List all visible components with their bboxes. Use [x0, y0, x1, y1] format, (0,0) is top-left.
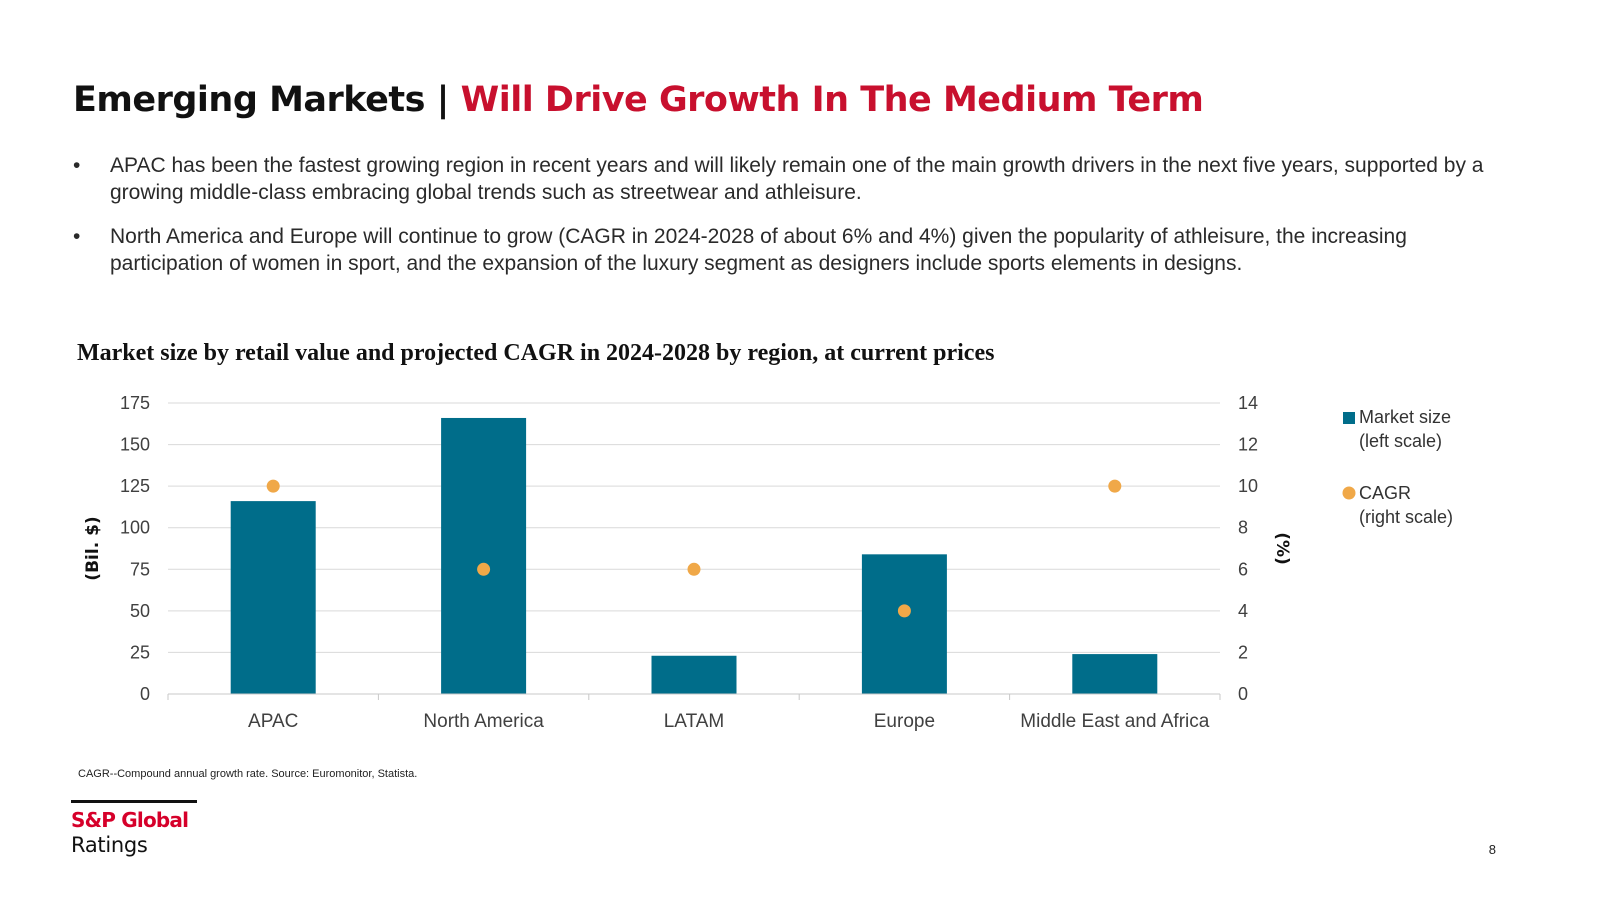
- legend-label-cagr: CAGR: [1359, 483, 1411, 503]
- category-label: APAC: [248, 711, 298, 732]
- title-accent: Will Drive Growth In The Medium Term: [460, 80, 1204, 120]
- right-tick-label: 6: [1238, 559, 1248, 579]
- left-tick-label: 175: [120, 393, 150, 413]
- left-tick-label: 50: [130, 601, 150, 621]
- legend-swatch-market-size: [1343, 412, 1355, 424]
- bar-series: [230, 417, 1158, 694]
- left-tick-label: 100: [120, 518, 150, 538]
- bullet-list: • APAC has been the fastest growing regi…: [73, 152, 1523, 294]
- point-cagr: [477, 562, 491, 576]
- bullet-text: North America and Europe will continue t…: [110, 225, 1407, 275]
- bar-market-size: [651, 655, 737, 694]
- bar-market-size: [230, 501, 316, 694]
- category-label: LATAM: [664, 711, 725, 732]
- page-number: 8: [1488, 842, 1496, 857]
- slide-title: Emerging Markets | Will Drive Growth In …: [73, 80, 1204, 120]
- logo-brand: S&P Global: [71, 808, 189, 832]
- logo-sub: Ratings: [71, 833, 148, 857]
- bullet-text: APAC has been the fastest growing region…: [110, 154, 1484, 204]
- right-tick-label: 14: [1238, 393, 1258, 413]
- bullet-item: • North America and Europe will continue…: [73, 223, 1523, 277]
- right-tick-label: 0: [1238, 684, 1248, 704]
- right-tick-label: 4: [1238, 601, 1248, 621]
- footnote: CAGR--Compound annual growth rate. Sourc…: [78, 768, 418, 780]
- logo-bar: [71, 800, 197, 803]
- gridlines: [168, 402, 1220, 653]
- point-cagr: [266, 479, 280, 493]
- combo-chart: 0 25 50 75 100 125 150 175 0 2 4 6 8 10 12 14 (Bil. $) (%…: [83, 393, 1453, 732]
- legend-label-cagr: (right scale): [1359, 507, 1453, 527]
- cagr-series: [266, 479, 1122, 618]
- bullet-item: • APAC has been the fastest growing regi…: [73, 152, 1523, 206]
- bullet-dot: •: [73, 154, 81, 177]
- right-tick-label: 8: [1238, 518, 1248, 538]
- category-label: North America: [423, 711, 544, 732]
- right-tick-label: 10: [1238, 476, 1258, 496]
- legend-label-market-size: Market size: [1359, 407, 1451, 427]
- left-tick-label: 0: [140, 684, 150, 704]
- title-main: Emerging Markets: [73, 80, 425, 120]
- sp-global-logo: S&P Global Ratings: [71, 800, 199, 858]
- right-axis-title: (%): [1272, 532, 1292, 565]
- right-tick-label: 2: [1238, 642, 1248, 662]
- legend-label-market-size: (left scale): [1359, 431, 1442, 451]
- right-tick-label: 12: [1238, 435, 1258, 455]
- point-cagr: [897, 604, 911, 618]
- point-cagr: [1108, 479, 1122, 493]
- left-axis-title: (Bil. $): [83, 516, 103, 580]
- bullet-dot: •: [73, 225, 81, 248]
- point-cagr: [687, 562, 701, 576]
- title-separator: |: [436, 80, 450, 120]
- left-tick-label: 150: [120, 435, 150, 455]
- category-label: Middle East and Africa: [1020, 711, 1209, 732]
- left-tick-label: 75: [130, 559, 150, 579]
- legend: Market size (left scale) CAGR (right scale): [1342, 407, 1453, 527]
- bar-market-size: [861, 554, 947, 694]
- left-tick-label: 125: [120, 476, 150, 496]
- axes: 0 25 50 75 100 125 150 175 0 2 4 6 8 10 12 14 (Bil. $) (%…: [83, 393, 1292, 732]
- category-label: Europe: [874, 711, 935, 732]
- legend-swatch-cagr: [1342, 486, 1356, 500]
- chart-title: Market size by retail value and projecte…: [77, 340, 995, 366]
- left-tick-label: 25: [130, 642, 150, 662]
- bar-market-size: [1072, 654, 1158, 694]
- bar-market-size: [441, 417, 527, 694]
